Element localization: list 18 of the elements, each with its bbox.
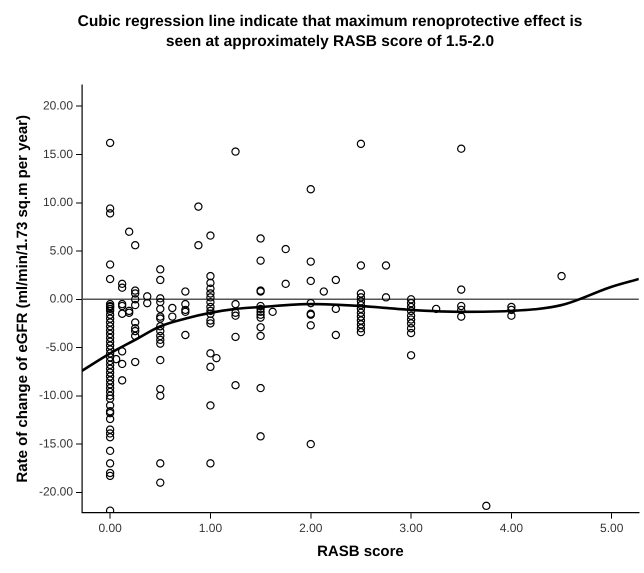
y-tick-label: 20.00 <box>42 98 74 113</box>
chart-title: Cubic regression line indicate that maximum renoprotective effect is seen at approximately RASB score of 1.5-2.0 <box>76 12 584 52</box>
x-axis-title: RASB score <box>317 543 404 560</box>
y-tick-label: 5.00 <box>50 243 74 258</box>
y-tick-label: -10.00 <box>38 388 74 402</box>
y-tick-label: 10.00 <box>42 195 74 210</box>
y-tick-label: -20.00 <box>38 484 74 499</box>
y-tick-label: 15.00 <box>42 146 74 161</box>
x-tick-label: 3.00 <box>399 521 424 536</box>
x-tick-label: 4.00 <box>500 521 524 536</box>
y-tick-label: 0.00 <box>50 292 74 306</box>
x-tick-label: 0.00 <box>98 521 122 536</box>
x-tick-label: 1.00 <box>198 521 222 536</box>
y-tick-label: -15.00 <box>38 436 74 450</box>
x-tick-label: 2.00 <box>299 521 323 536</box>
y-axis-title: Rate of change of eGFR (ml/min/1.73 sq.m per year) <box>14 114 32 483</box>
x-tick-label: 5.00 <box>600 521 624 536</box>
y-tick-label: -5.00 <box>46 340 74 354</box>
